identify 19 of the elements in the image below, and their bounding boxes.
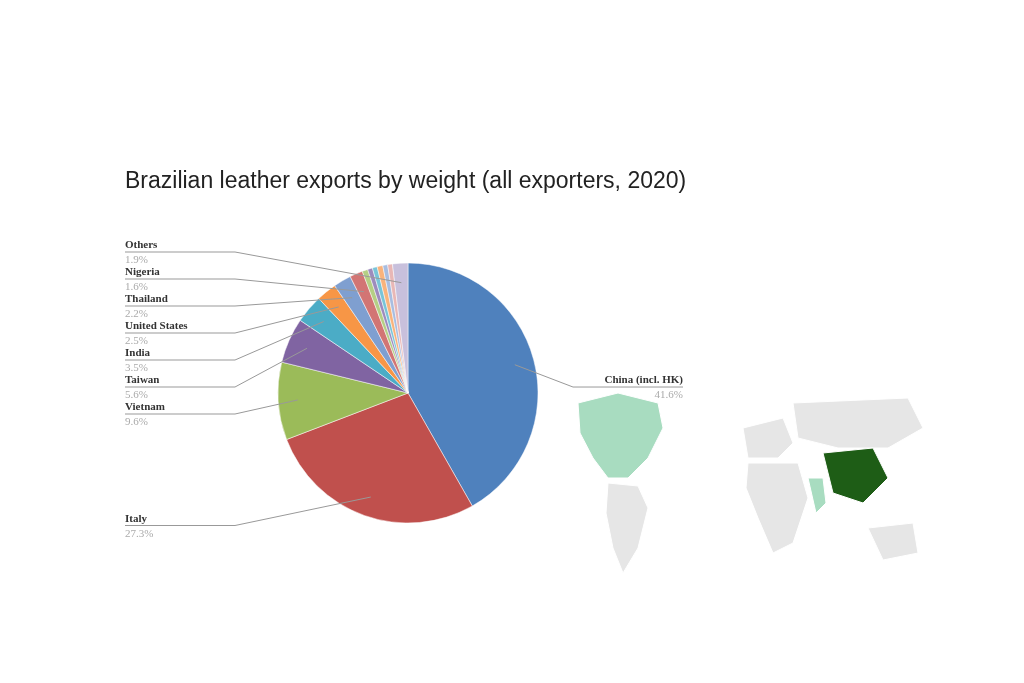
- chart-title: Brazilian leather exports by weight (all exporters, 2020): [125, 167, 687, 193]
- slice-label: China (incl. HK): [604, 373, 684, 387]
- data-label: 5.6%: [125, 388, 148, 400]
- data-label: 1.9%: [125, 253, 148, 265]
- data-label: 41.6%: [654, 388, 683, 401]
- slice-label: India: [125, 346, 151, 358]
- data-label: 2.2%: [125, 307, 148, 319]
- slice-label: Taiwan: [125, 373, 160, 385]
- data-label: 1.6%: [125, 280, 148, 292]
- slice-label: Nigeria: [125, 265, 161, 277]
- data-label: 2.5%: [125, 334, 148, 346]
- data-label: 9.6%: [125, 415, 148, 427]
- slice-label: United States: [125, 319, 189, 331]
- slice-label: Vietnam: [125, 400, 165, 412]
- data-label: 27.3%: [125, 526, 154, 539]
- slice-label: Italy: [125, 511, 148, 524]
- slice-label: Others: [125, 238, 159, 250]
- data-label: 3.5%: [125, 361, 148, 373]
- slice-label: Thailand: [125, 292, 168, 304]
